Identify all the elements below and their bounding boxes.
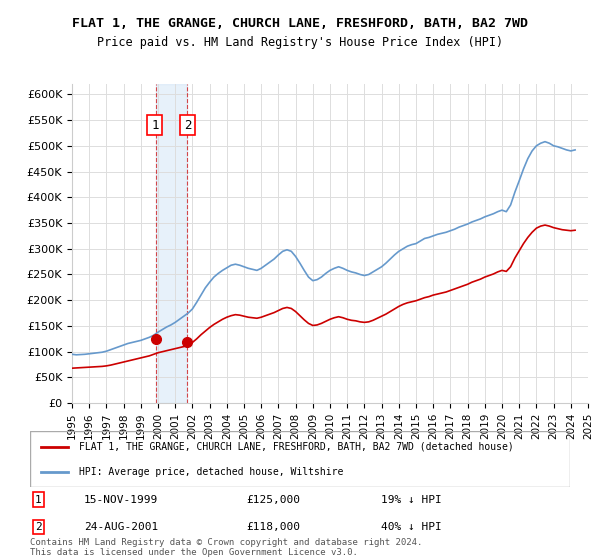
- Text: Contains HM Land Registry data © Crown copyright and database right 2024.
This d: Contains HM Land Registry data © Crown c…: [30, 538, 422, 557]
- Text: 2: 2: [184, 119, 191, 132]
- Text: 40% ↓ HPI: 40% ↓ HPI: [381, 522, 442, 532]
- Text: 15-NOV-1999: 15-NOV-1999: [84, 494, 158, 505]
- Text: 19% ↓ HPI: 19% ↓ HPI: [381, 494, 442, 505]
- Text: HPI: Average price, detached house, Wiltshire: HPI: Average price, detached house, Wilt…: [79, 466, 343, 477]
- Text: £125,000: £125,000: [246, 494, 300, 505]
- Text: 24-AUG-2001: 24-AUG-2001: [84, 522, 158, 532]
- Text: £118,000: £118,000: [246, 522, 300, 532]
- Text: 1: 1: [151, 119, 159, 132]
- Text: FLAT 1, THE GRANGE, CHURCH LANE, FRESHFORD, BATH, BA2 7WD: FLAT 1, THE GRANGE, CHURCH LANE, FRESHFO…: [72, 17, 528, 30]
- Text: FLAT 1, THE GRANGE, CHURCH LANE, FRESHFORD, BATH, BA2 7WD (detached house): FLAT 1, THE GRANGE, CHURCH LANE, FRESHFO…: [79, 442, 514, 452]
- Text: Price paid vs. HM Land Registry's House Price Index (HPI): Price paid vs. HM Land Registry's House …: [97, 36, 503, 49]
- Bar: [156, 84, 187, 403]
- Text: 1: 1: [35, 494, 41, 505]
- Text: 2: 2: [35, 522, 41, 532]
